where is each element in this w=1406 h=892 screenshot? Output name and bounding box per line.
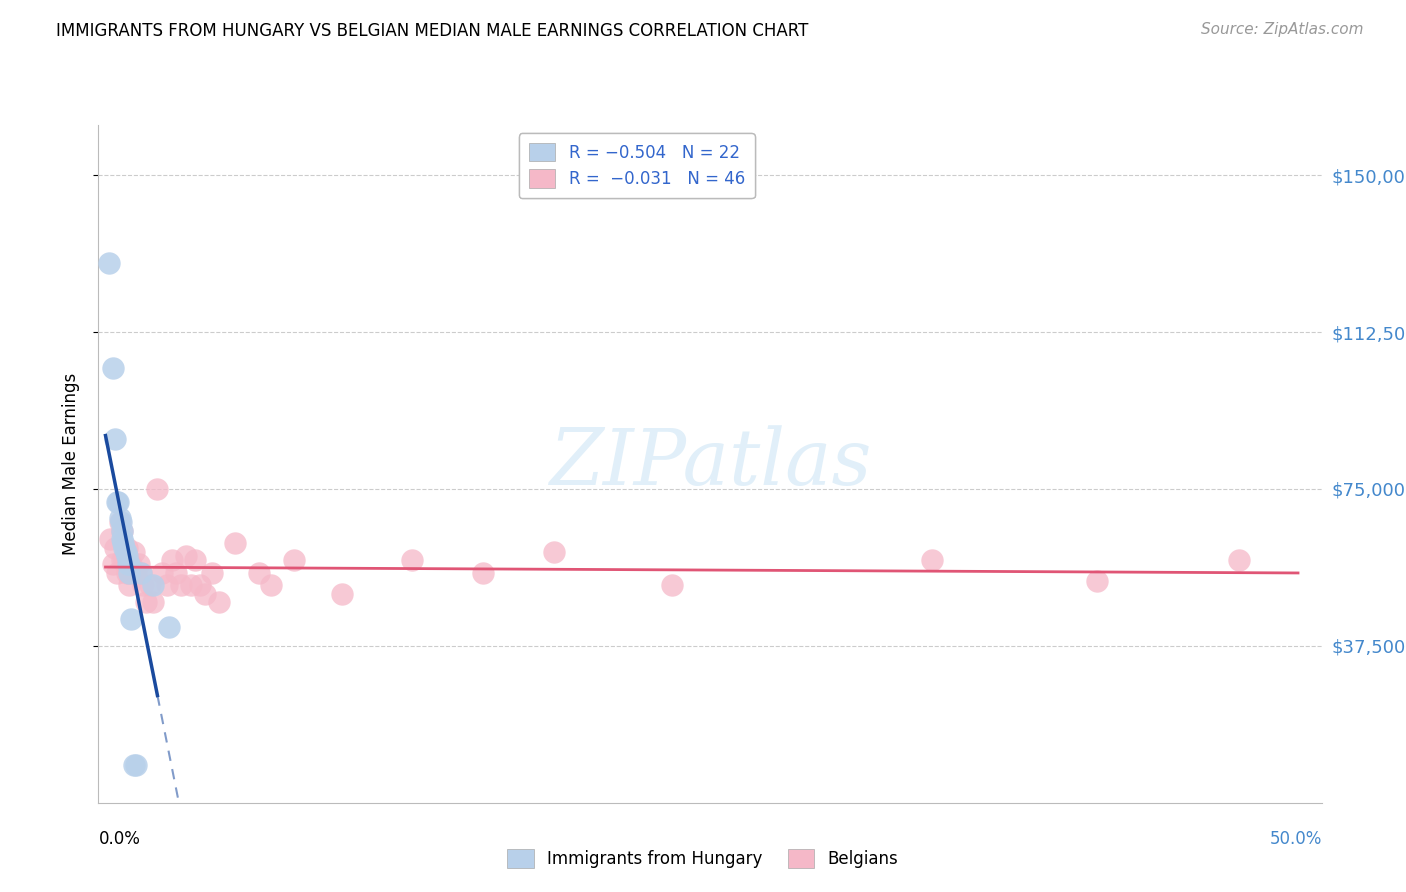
- Point: [111, 553, 134, 567]
- Text: Source: ZipAtlas.com: Source: ZipAtlas.com: [1201, 22, 1364, 37]
- Point: [142, 578, 165, 592]
- Point: [104, 541, 127, 555]
- Point: [105, 566, 128, 580]
- Point: [170, 578, 193, 592]
- Point: [122, 758, 145, 772]
- Point: [98, 532, 121, 546]
- Point: [121, 558, 143, 572]
- Point: [110, 516, 132, 530]
- Point: [115, 566, 138, 580]
- Point: [156, 578, 179, 592]
- Point: [118, 566, 141, 580]
- Point: [125, 566, 148, 580]
- Point: [135, 595, 157, 609]
- Legend: Immigrants from Hungary, Belgians: Immigrants from Hungary, Belgians: [501, 843, 905, 875]
- Point: [112, 536, 135, 550]
- Point: [111, 524, 134, 538]
- Point: [108, 511, 131, 525]
- Text: IMMIGRANTS FROM HUNGARY VS BELGIAN MEDIAN MALE EARNINGS CORRELATION CHART: IMMIGRANTS FROM HUNGARY VS BELGIAN MEDIA…: [56, 22, 808, 40]
- Point: [108, 516, 131, 530]
- Point: [247, 566, 270, 580]
- Point: [139, 578, 162, 592]
- Point: [118, 558, 141, 572]
- Text: 0.0%: 0.0%: [98, 830, 141, 848]
- Point: [104, 432, 127, 446]
- Point: [111, 532, 134, 546]
- Point: [283, 553, 305, 567]
- Point: [122, 545, 145, 559]
- Point: [112, 553, 135, 567]
- Point: [1085, 574, 1108, 588]
- Point: [194, 586, 217, 600]
- Point: [105, 494, 128, 508]
- Point: [401, 553, 423, 567]
- Point: [472, 566, 495, 580]
- Text: 50.0%: 50.0%: [1270, 830, 1322, 848]
- Point: [117, 558, 139, 572]
- Point: [543, 545, 565, 559]
- Point: [101, 558, 124, 572]
- Point: [129, 566, 152, 580]
- Point: [107, 494, 129, 508]
- Point: [115, 549, 138, 563]
- Point: [146, 482, 169, 496]
- Point: [224, 536, 246, 550]
- Point: [1227, 553, 1250, 567]
- Point: [661, 578, 683, 592]
- Point: [921, 553, 943, 567]
- Point: [165, 566, 187, 580]
- Point: [330, 586, 353, 600]
- Point: [180, 578, 202, 592]
- Point: [112, 541, 135, 555]
- Point: [101, 360, 124, 375]
- Point: [150, 566, 173, 580]
- Point: [128, 558, 150, 572]
- Point: [260, 578, 283, 592]
- Legend: R = −0.504   N = 22, R =  −0.031   N = 46: R = −0.504 N = 22, R = −0.031 N = 46: [519, 133, 755, 198]
- Point: [160, 553, 183, 567]
- Point: [201, 566, 224, 580]
- Point: [118, 578, 141, 592]
- Point: [174, 549, 197, 563]
- Point: [111, 524, 134, 538]
- Point: [129, 566, 152, 580]
- Point: [188, 578, 211, 592]
- Point: [115, 541, 138, 555]
- Point: [125, 758, 148, 772]
- Point: [118, 566, 141, 580]
- Y-axis label: Median Male Earnings: Median Male Earnings: [62, 373, 80, 555]
- Point: [157, 620, 180, 634]
- Point: [132, 578, 155, 592]
- Point: [97, 256, 120, 270]
- Point: [114, 545, 136, 559]
- Point: [121, 612, 143, 626]
- Point: [142, 595, 165, 609]
- Text: ZIPatlas: ZIPatlas: [548, 425, 872, 502]
- Point: [184, 553, 207, 567]
- Point: [208, 595, 231, 609]
